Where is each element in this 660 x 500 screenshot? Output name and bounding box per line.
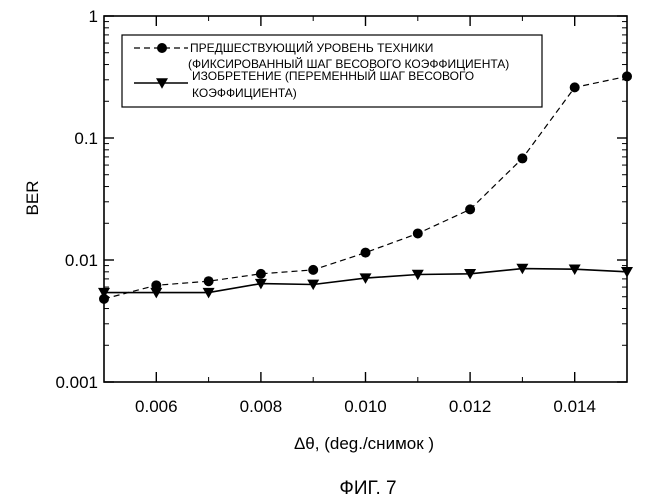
x-axis-label: Δθ, (deg./снимок ) <box>294 434 434 453</box>
series-1-point <box>256 269 266 279</box>
legend-entry-1-marker <box>157 43 167 53</box>
y-tick-label: 0.001 <box>55 373 98 392</box>
x-tick-label: 0.006 <box>135 397 178 416</box>
y-tick-label: 0.01 <box>65 251 98 270</box>
series-1-point <box>517 153 527 163</box>
legend-entry-1-label: ПРЕДШЕСТВУЮЩИЙ УРОВЕНЬ ТЕХНИКИ <box>190 40 433 55</box>
series-1-point <box>361 248 371 258</box>
series-1-line <box>104 76 627 299</box>
y-axis-label: BER <box>23 181 42 216</box>
series-1-point <box>308 265 318 275</box>
x-tick-label: 0.012 <box>449 397 492 416</box>
x-tick-label: 0.008 <box>240 397 283 416</box>
series-2 <box>98 264 633 299</box>
y-tick-label: 1 <box>89 7 98 26</box>
series-1-point <box>622 71 632 81</box>
series-1-point <box>570 82 580 92</box>
figure-caption: ФИГ. 7 <box>339 478 396 499</box>
legend: ПРЕДШЕСТВУЮЩИЙ УРОВЕНЬ ТЕХНИКИ(ФИКСИРОВА… <box>122 35 542 107</box>
legend-entry-2-label: ИЗОБРЕТЕНИЕ (ПЕРЕМЕННЫЙ ШАГ ВЕСОВОГО <box>192 68 474 83</box>
x-tick-label: 0.010 <box>344 397 387 416</box>
series-1-point <box>465 204 475 214</box>
x-tick-label: 0.014 <box>553 397 596 416</box>
series-1-point <box>204 276 214 286</box>
legend-entry-2-label-line2: КОЭФФИЦИЕНТА) <box>192 86 297 100</box>
series-1-point <box>413 228 423 238</box>
y-tick-label: 0.1 <box>74 129 98 148</box>
